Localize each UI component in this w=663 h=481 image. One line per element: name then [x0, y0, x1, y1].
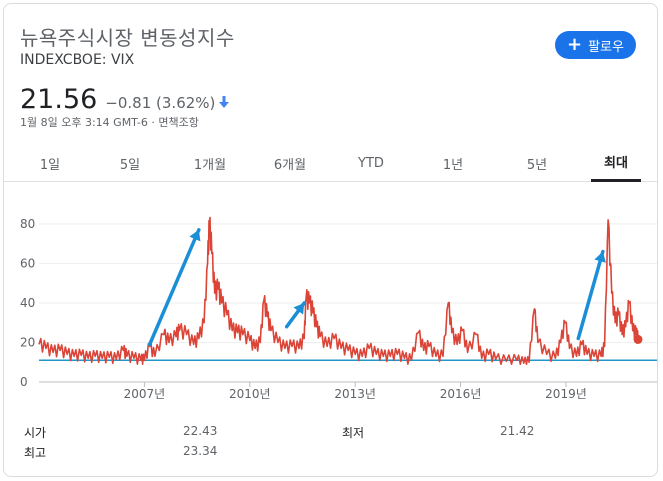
page-title: 뉴욕주식시장 변동성지수 — [20, 26, 235, 50]
arrow-down-icon — [219, 93, 230, 112]
y-tick-label: 40 — [20, 296, 35, 310]
annotation-arrow-head — [293, 302, 305, 315]
open-label: 시가 — [24, 426, 47, 440]
follow-label: 팔로우 — [588, 39, 624, 55]
low-label: 최저 — [342, 426, 365, 440]
x-tick-label: 2019년 — [545, 387, 587, 401]
x-tick-label: 2007년 — [124, 387, 166, 401]
open-value: 22.43 — [183, 424, 218, 438]
tab-1y[interactable]: 1년 — [431, 144, 475, 182]
quote-timestamp: 1월 8일 오후 3:14 GMT-6 · 면책조항 — [20, 116, 199, 129]
tab-label: 6개월 — [273, 157, 307, 173]
tab-label: 1일 — [39, 157, 61, 173]
price-row: 21.56 −0.81 (3.62%) — [20, 84, 230, 115]
price-chart[interactable]: 0 20 40 60 80 2007년 2010년 2013년 2016년 2019년 — [4, 199, 658, 409]
y-tick-label: 20 — [20, 335, 35, 349]
y-tick-label: 0 — [20, 375, 28, 389]
tab-max[interactable]: 최대 — [591, 144, 641, 182]
low-value: 21.42 — [500, 424, 535, 438]
tab-1m[interactable]: 1개월 — [182, 144, 238, 182]
x-tick-label: 2010년 — [229, 387, 271, 401]
annotation-arrow-line — [576, 249, 605, 341]
ticker-symbol: INDEXCBOE: VIX — [20, 52, 135, 68]
plus-icon: + — [567, 34, 583, 55]
current-price: 21.56 — [20, 84, 98, 115]
tab-ytd[interactable]: YTD — [349, 144, 393, 182]
quote-card: 뉴욕주식시장 변동성지수 INDEXCBOE: VIX + 팔로우 21.56 … — [3, 3, 658, 477]
tab-label: 1년 — [442, 157, 464, 173]
tab-5d[interactable]: 5일 — [108, 144, 152, 182]
high-label: 최고 — [24, 446, 47, 460]
tab-5y[interactable]: 5년 — [515, 144, 559, 182]
last-point-marker — [633, 334, 643, 344]
y-tick-label: 60 — [20, 256, 35, 270]
x-tick-label: 2016년 — [440, 387, 482, 401]
tab-label: 최대 — [604, 156, 628, 171]
tab-label: 1개월 — [193, 157, 227, 173]
tab-label: YTD — [358, 155, 384, 171]
y-tick-label: 80 — [20, 217, 35, 231]
price-change: −0.81 (3.62%) — [105, 94, 216, 112]
annotation-arrow-head — [594, 251, 606, 263]
series-line — [38, 216, 639, 365]
x-tick-label: 2013년 — [334, 387, 376, 401]
high-value: 23.34 — [183, 444, 218, 458]
annotation-arrow-head — [189, 229, 201, 242]
tab-label: 5년 — [526, 157, 548, 173]
tab-6m[interactable]: 6개월 — [262, 144, 318, 182]
range-tabs: 1일 5일 1개월 6개월 YTD 1년 5년 최대 — [4, 144, 657, 182]
tab-1d[interactable]: 1일 — [28, 144, 72, 182]
follow-button[interactable]: + 팔로우 — [555, 31, 636, 59]
annotation-arrow-line — [147, 228, 201, 347]
tab-label: 5일 — [119, 157, 141, 173]
